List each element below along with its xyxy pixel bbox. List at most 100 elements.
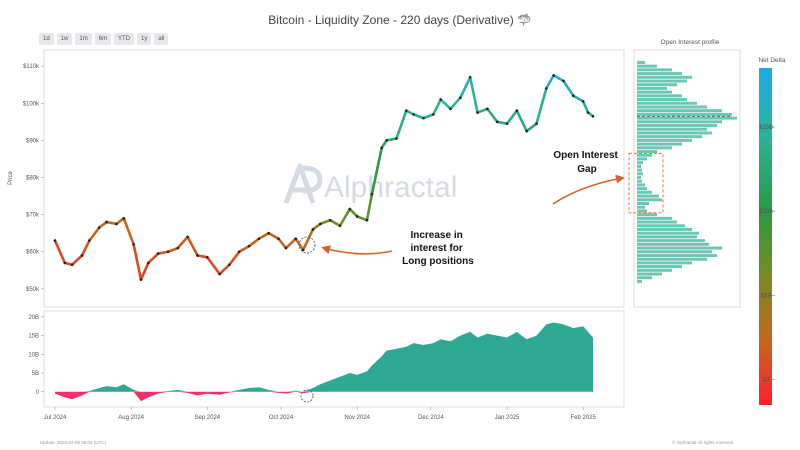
price-segment <box>572 94 585 103</box>
price-point <box>139 278 143 281</box>
oi-ytick-label: 0 <box>36 390 40 396</box>
x-axis-ticks: Jul 2024 Aug 2024 Sep 2024 Oct 2024 Nov 2024… <box>44 407 597 421</box>
price-point <box>122 217 126 220</box>
profile-bar <box>637 202 649 205</box>
profile-bar <box>637 157 647 161</box>
range-button-all[interactable]: all <box>154 33 169 45</box>
profile-bar <box>637 220 677 224</box>
price-segment <box>505 109 519 125</box>
price-point <box>196 254 199 257</box>
price-segment <box>53 239 67 265</box>
price-point <box>147 261 150 265</box>
profile-bar <box>637 279 642 283</box>
price-point <box>552 74 555 77</box>
oi-yticks: 0 5B 10B 15B 20B <box>28 315 44 396</box>
price-segment <box>311 222 322 231</box>
price-point <box>328 218 332 222</box>
profile-bar <box>637 120 722 124</box>
profile-bar <box>637 246 722 250</box>
range-button-1d[interactable]: 1d <box>39 33 54 45</box>
price-ytick-label: $80k <box>26 176 40 182</box>
oi-panel-frame <box>43 310 625 408</box>
profile-bar <box>637 131 712 135</box>
price-point <box>525 129 528 133</box>
profile-bar <box>637 142 682 146</box>
price-point <box>237 250 241 254</box>
price-segment <box>552 74 565 83</box>
profile-bar <box>637 153 652 157</box>
profile-bar <box>637 105 707 109</box>
price-point <box>247 244 251 248</box>
price-point <box>370 192 374 196</box>
range-button-ytd[interactable]: YTD <box>114 33 135 45</box>
price-segment <box>385 137 398 142</box>
range-button-1w[interactable]: 1w <box>56 33 73 45</box>
annotation-arrow-gap <box>552 174 625 205</box>
price-point <box>412 113 415 116</box>
profile-bar <box>637 86 667 90</box>
price-segment <box>535 87 548 125</box>
price-point <box>338 224 342 228</box>
price-segment <box>486 107 499 124</box>
price-point <box>319 222 322 226</box>
price-point <box>218 272 221 276</box>
price-point <box>63 261 67 265</box>
price-point <box>70 263 74 267</box>
colorbar-tick-label: $15B <box>759 125 773 131</box>
oi-area-negative <box>55 391 593 402</box>
price-point <box>432 113 435 116</box>
oi-ytick-label: 20B <box>28 315 39 321</box>
profile-bar <box>637 168 642 172</box>
price-point <box>562 79 565 83</box>
price-segment <box>237 244 251 254</box>
price-segment <box>228 250 241 267</box>
oi-gap-box <box>628 152 664 214</box>
profile-bar <box>637 183 645 187</box>
profile-bar <box>637 253 717 257</box>
profile-bar <box>637 83 677 87</box>
price-point <box>88 239 91 242</box>
profile-bar <box>637 68 672 72</box>
profile-bar <box>637 276 652 280</box>
range-button-6m[interactable]: 6m <box>94 33 112 45</box>
price-segment <box>365 192 374 222</box>
price-segment <box>70 254 84 267</box>
price-point <box>515 109 519 112</box>
profile-bar <box>637 72 682 76</box>
price-point <box>176 246 180 250</box>
watermark-logo-icon <box>283 163 316 204</box>
profile-bar <box>637 176 641 180</box>
price-segment <box>115 217 126 226</box>
price-point <box>385 139 388 142</box>
price-point <box>206 256 209 259</box>
profile-bar <box>637 231 699 235</box>
price-segment <box>412 113 425 120</box>
profile-bar <box>637 124 717 128</box>
profile-bar <box>637 135 702 139</box>
profile-bar <box>637 109 722 113</box>
price-point <box>186 235 189 239</box>
price-point <box>572 94 575 98</box>
price-segment <box>97 220 108 229</box>
price-segment <box>132 243 143 281</box>
price-segment <box>277 237 288 250</box>
price-segment <box>105 220 118 226</box>
footer-update: Update: 2025-02-05 05:00 (UTC) <box>40 440 107 445</box>
price-point <box>97 226 101 229</box>
range-button-1m[interactable]: 1m <box>75 33 92 45</box>
price-point <box>294 237 298 241</box>
watermark: Alphractal <box>283 163 457 204</box>
price-segment <box>206 256 221 276</box>
price-point <box>535 122 538 125</box>
profile-bar <box>637 213 657 217</box>
profile-bar <box>637 268 672 272</box>
price-point <box>53 239 57 242</box>
profile-bar <box>637 272 662 276</box>
price-point <box>581 100 585 103</box>
range-button-1y[interactable]: 1y <box>137 33 152 45</box>
annotation-oi-gap: Open Interest Gap <box>553 150 620 175</box>
price-point <box>395 137 398 140</box>
price-point <box>422 116 425 120</box>
price-ytick-label: $50k <box>26 287 40 293</box>
